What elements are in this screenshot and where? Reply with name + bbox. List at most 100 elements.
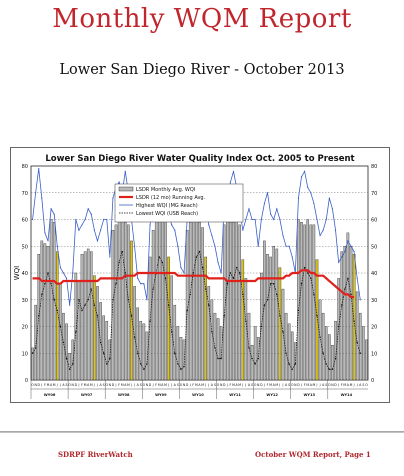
- bar: [93, 275, 96, 381]
- lowest-wqi-point: [269, 283, 272, 285]
- x-tick-label: J: [59, 383, 61, 387]
- highest-wqi-point: [96, 240, 99, 242]
- wqi-chart-svg: Lower San Diego River Water Quality Inde…: [13, 154, 377, 399]
- x-tick-label: J: [207, 383, 209, 387]
- bar: [192, 219, 195, 381]
- bar: [176, 326, 180, 381]
- x-tick-label: F: [192, 383, 194, 387]
- bar: [161, 213, 164, 381]
- x-tick-label: J: [300, 383, 302, 387]
- x-tick-label: A: [62, 383, 65, 387]
- x-tick-label: S: [140, 383, 142, 387]
- x-tick-label: F: [44, 383, 46, 387]
- highest-wqi-point: [38, 168, 40, 170]
- lowest-wqi-point: [248, 347, 250, 349]
- x-tick-label: O: [68, 383, 71, 387]
- highest-wqi-point: [217, 261, 219, 263]
- x-tick-label: A: [236, 383, 239, 387]
- lowest-wqi-point: [146, 363, 148, 365]
- bar: [114, 224, 118, 381]
- report-title: Monthly WQM Report: [52, 4, 352, 34]
- lowest-wqi-point: [350, 293, 352, 296]
- bar: [250, 345, 254, 381]
- y-tick-label-right: 60: [371, 218, 377, 224]
- highest-wqi-point: [118, 181, 120, 183]
- highest-wqi-point: [279, 218, 281, 221]
- lowest-wqi-point: [158, 256, 161, 258]
- bar: [229, 222, 232, 381]
- x-tick-label: O: [180, 383, 183, 387]
- bar: [198, 222, 201, 381]
- lowest-wqi-point: [300, 283, 303, 285]
- x-tick-label: A: [50, 383, 53, 387]
- bar: [343, 246, 347, 381]
- y-tick-label-left: 60: [22, 218, 28, 224]
- bar: [170, 275, 173, 381]
- legend-label: LSDR (12 mo) Running Avg.: [136, 195, 206, 201]
- highest-wqi-point: [62, 272, 65, 274]
- lowest-wqi-point: [136, 352, 139, 354]
- lowest-wqi-point: [245, 320, 247, 322]
- y-tick-label-left: 30: [22, 298, 28, 304]
- bar: [210, 299, 214, 381]
- legend-swatch-bar: [118, 186, 134, 192]
- highest-wqi-point: [334, 229, 337, 231]
- x-tick-label: J: [244, 383, 246, 387]
- x-tick-label: A: [174, 383, 177, 387]
- x-tick-label: D: [334, 383, 337, 387]
- lowest-wqi-point: [149, 320, 151, 322]
- lowest-wqi-point: [96, 315, 99, 317]
- bar: [154, 216, 158, 381]
- highest-wqi-point: [331, 208, 334, 210]
- x-tick-label: J: [204, 383, 206, 387]
- x-tick-label: F: [81, 383, 83, 387]
- x-tick-label: M: [343, 383, 346, 387]
- bar: [235, 219, 238, 381]
- x-tick-label: M: [350, 383, 353, 387]
- highest-wqi-point: [211, 234, 213, 237]
- highest-wqi-point: [266, 192, 269, 194]
- lowest-wqi-point: [192, 272, 195, 274]
- lowest-wqi-point: [279, 315, 281, 317]
- lowest-wqi-point: [90, 288, 92, 290]
- lowest-wqi-point: [41, 293, 43, 296]
- highest-wqi-point: [112, 197, 114, 199]
- x-tick-label: M: [127, 383, 130, 387]
- x-tick-label: A: [322, 383, 325, 387]
- x-tick-label: J: [77, 383, 79, 387]
- bar: [297, 219, 300, 381]
- lowest-wqi-point: [331, 368, 334, 370]
- lowest-wqi-point: [201, 266, 204, 269]
- bar: [309, 224, 313, 381]
- lowest-wqi-point: [276, 293, 278, 296]
- water-year-label: WY09: [155, 393, 167, 397]
- bar: [90, 251, 93, 381]
- bar: [328, 334, 331, 381]
- bar: [312, 224, 316, 381]
- bar: [133, 286, 136, 381]
- bar: [164, 208, 167, 381]
- y-axis-label: WQI: [13, 266, 21, 281]
- lowest-wqi-point: [353, 320, 355, 322]
- lowest-wqi-point: [177, 363, 179, 365]
- x-tick-label: A: [161, 383, 164, 387]
- x-tick-label: M: [164, 383, 167, 387]
- lowest-wqi-point: [65, 357, 68, 360]
- lowest-wqi-point: [282, 331, 284, 333]
- x-tick-label: O: [291, 383, 294, 387]
- lowest-wqi-point: [56, 309, 58, 312]
- bar: [216, 318, 220, 381]
- bar: [71, 339, 75, 381]
- highest-wqi-point: [338, 261, 340, 263]
- lowest-wqi-point: [93, 304, 96, 306]
- x-tick-label: S: [288, 383, 290, 387]
- bar: [127, 224, 130, 381]
- y-tick-label-right: 40: [371, 271, 377, 277]
- lowest-wqi-point: [260, 325, 263, 328]
- bar: [321, 312, 325, 381]
- x-tick-label: A: [310, 383, 313, 387]
- x-tick-label: S: [325, 383, 327, 387]
- lowest-wqi-point: [195, 256, 198, 258]
- lowest-wqi-point: [204, 288, 207, 290]
- lowest-wqi-point: [170, 331, 173, 333]
